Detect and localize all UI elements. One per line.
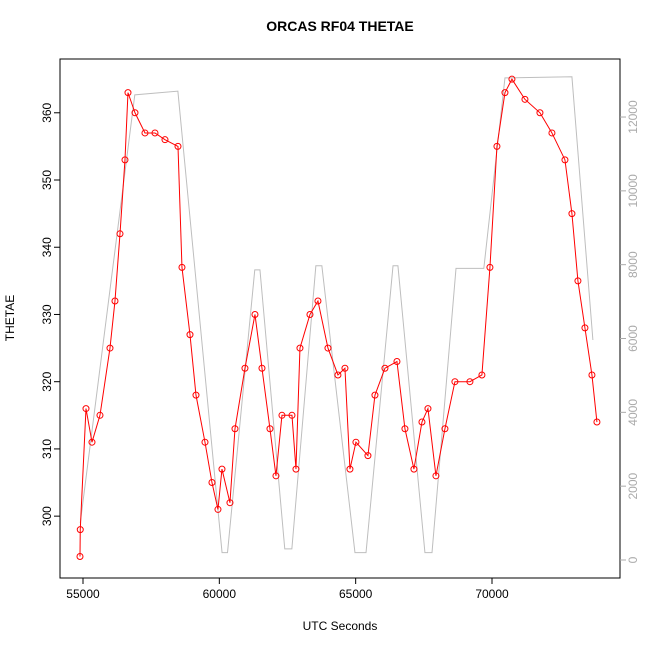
point bbox=[178, 263, 186, 271]
point bbox=[96, 411, 104, 419]
y2-tick-label: 2000 bbox=[626, 472, 640, 499]
point bbox=[251, 310, 259, 318]
point bbox=[124, 89, 132, 97]
y-tick-label: 360 bbox=[40, 102, 54, 122]
point bbox=[424, 405, 432, 413]
point bbox=[272, 472, 280, 480]
point bbox=[410, 465, 418, 473]
point bbox=[493, 142, 501, 150]
point bbox=[278, 411, 286, 419]
y2-tick-label: 10000 bbox=[626, 174, 640, 208]
point bbox=[141, 129, 149, 137]
point bbox=[226, 499, 234, 507]
point bbox=[341, 364, 349, 372]
y2-tick-label: 6000 bbox=[626, 325, 640, 352]
point bbox=[441, 425, 449, 433]
point bbox=[432, 472, 440, 480]
x-tick-label: 60000 bbox=[203, 587, 237, 601]
point bbox=[334, 371, 342, 379]
point bbox=[131, 109, 139, 117]
point bbox=[258, 364, 266, 372]
point bbox=[296, 344, 304, 352]
x-tick-label: 55000 bbox=[66, 587, 100, 601]
x-axis-label: UTC Seconds bbox=[303, 619, 378, 633]
point bbox=[288, 411, 296, 419]
point bbox=[536, 109, 544, 117]
point bbox=[508, 75, 516, 83]
plot-frame bbox=[59, 58, 621, 579]
point bbox=[201, 438, 209, 446]
point bbox=[82, 405, 90, 413]
point bbox=[371, 391, 379, 399]
point bbox=[588, 371, 596, 379]
point bbox=[76, 526, 84, 534]
point bbox=[174, 142, 182, 150]
point bbox=[161, 136, 169, 144]
point bbox=[561, 156, 569, 164]
y-tick-label: 340 bbox=[40, 237, 54, 257]
point bbox=[574, 277, 582, 285]
y-axis-label: THETAE bbox=[3, 295, 17, 341]
point bbox=[466, 378, 474, 386]
y2-tick-label: 4000 bbox=[626, 399, 640, 426]
y2-tick-label: 12000 bbox=[626, 100, 640, 134]
point bbox=[292, 465, 300, 473]
altitude-line bbox=[79, 76, 594, 554]
point bbox=[393, 358, 401, 366]
point bbox=[192, 391, 200, 399]
point bbox=[346, 465, 354, 473]
point bbox=[501, 89, 509, 97]
point bbox=[306, 310, 314, 318]
point bbox=[418, 418, 426, 426]
point bbox=[451, 378, 459, 386]
point bbox=[548, 129, 556, 137]
point bbox=[76, 552, 84, 560]
point bbox=[208, 479, 216, 487]
x-tick-label: 65000 bbox=[339, 587, 373, 601]
point bbox=[231, 425, 239, 433]
point bbox=[381, 364, 389, 372]
point bbox=[186, 331, 194, 339]
y-tick-label: 310 bbox=[40, 439, 54, 459]
point bbox=[214, 505, 222, 513]
point bbox=[593, 418, 601, 426]
y-tick-label: 320 bbox=[40, 371, 54, 391]
point bbox=[241, 364, 249, 372]
point bbox=[88, 438, 96, 446]
point bbox=[218, 465, 226, 473]
point bbox=[478, 371, 486, 379]
point bbox=[581, 324, 589, 332]
point bbox=[121, 156, 129, 164]
point bbox=[324, 344, 332, 352]
point bbox=[401, 425, 409, 433]
y2-tick-label: 0 bbox=[626, 556, 640, 563]
x-tick-label: 70000 bbox=[475, 587, 509, 601]
point bbox=[352, 438, 360, 446]
connector-line bbox=[79, 78, 598, 557]
y-tick-label: 300 bbox=[40, 506, 54, 526]
y-tick-label: 330 bbox=[40, 304, 54, 324]
point bbox=[151, 129, 159, 137]
chart-title: ORCAS RF04 THETAE bbox=[266, 18, 414, 34]
point bbox=[116, 230, 124, 238]
point bbox=[364, 452, 372, 460]
y2-tick-label: 8000 bbox=[626, 251, 640, 278]
point bbox=[486, 263, 494, 271]
point bbox=[521, 95, 529, 103]
point bbox=[568, 210, 576, 218]
point bbox=[266, 425, 274, 433]
point bbox=[314, 297, 322, 305]
point bbox=[106, 344, 114, 352]
y-tick-label: 350 bbox=[40, 170, 54, 190]
point bbox=[111, 297, 119, 305]
